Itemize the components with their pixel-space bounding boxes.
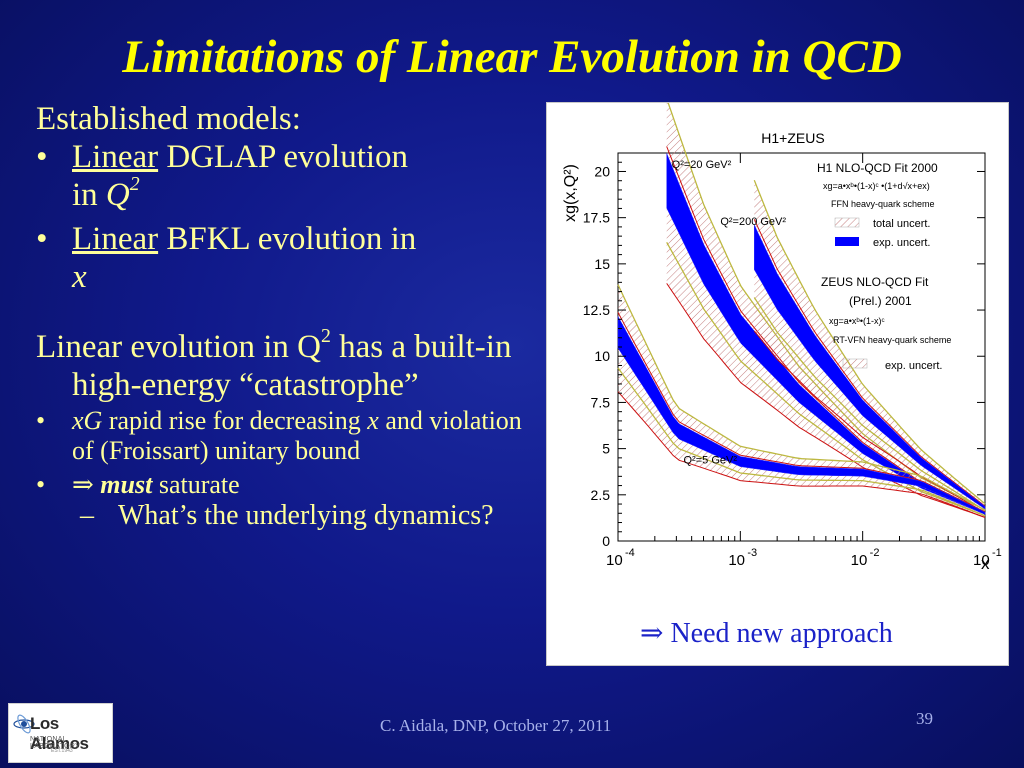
y-tick-label: 0 [602, 533, 610, 549]
slide-title: Limitations of Linear Evolution in QCD [122, 31, 902, 83]
para-sup: 2 [321, 325, 331, 348]
legend-zeus-exp-label: exp. uncert. [885, 360, 942, 372]
chart-title: H1+ZEUS [761, 130, 824, 146]
dash-marker: – [80, 500, 94, 531]
sub-bullet-xg: • xG rapid rise for decreasing x and vio… [36, 406, 536, 466]
lanl-logo: Los Alamos NATIONAL LABORATORY EST.1943 [8, 703, 113, 763]
legend-total-label: total uncert. [873, 218, 930, 230]
legend-exp-label: exp. uncert. [873, 237, 930, 249]
chart-legend: H1 NLO-QCD Fit 2000 xg=a•xᵇ•(1-x)ᶜ •(1+d… [817, 161, 951, 372]
y-tick-label: 15 [594, 256, 610, 272]
h1-upper-curve-1 [753, 179, 986, 505]
sub-x: x [367, 406, 379, 435]
need-new-approach: ⇒ Need new approach [640, 618, 893, 649]
must-text: must [100, 470, 153, 499]
y-tick-label: 20 [594, 163, 610, 179]
saturate-text: saturate [152, 470, 240, 499]
bullet-dot: • [36, 139, 48, 175]
total-uncert-band-1 [754, 180, 985, 513]
sub-xg: xG [72, 406, 103, 435]
h1-upper-curve-2 [617, 284, 986, 511]
x-tick-exponent: -1 [992, 547, 1002, 559]
zeus-upper-curve-2 [617, 312, 986, 513]
zeus-upper-curve-1 [753, 219, 986, 507]
x-tick-exponent: -3 [747, 547, 757, 559]
bullet-dot: • [36, 406, 46, 435]
q2-label-2: Q²=5 GeV² [684, 454, 738, 466]
intro-text: Established models: [36, 101, 301, 137]
total-uncert-band-2 [618, 284, 985, 518]
bullet-dot: • [36, 221, 48, 257]
implies-icon: ⇒ [72, 470, 94, 499]
sub-text: rapid rise for decreasing [102, 406, 368, 435]
legend-zeus-param: xg=a•xᵇ•(1-x)ᶜ [829, 316, 885, 326]
h1-lower-curve-2 [617, 367, 986, 517]
sub-bullet-saturate: • ⇒ must saturate [36, 470, 536, 500]
y-tick-label: 10 [594, 348, 610, 364]
bullet-dglap: • Linear DGLAP evolution in Q2 [36, 138, 536, 214]
footer-citation: C. Aidala, DNP, October 27, 2011 [380, 716, 612, 735]
paragraph-catastrophe: Linear evolution in Q2 has a built-in hi… [36, 325, 536, 404]
var-q: Q [105, 177, 130, 213]
page-number: 39 [916, 709, 933, 728]
legend-zeus-sub: (Prel.) 2001 [849, 294, 912, 308]
exp-uncert-band-1 [754, 224, 986, 510]
y-tick-label: 12.5 [583, 302, 610, 318]
q2-annotations: Q²=20 GeV² Q²=200 GeV² Q²=5 GeV² [672, 159, 787, 467]
logo-line1: Los Alamos [30, 714, 89, 753]
zeus-lower-curve-0 [666, 283, 986, 518]
dash-item: – What’s the underlying dynamics? [36, 500, 536, 531]
legend-h1-param: xg=a•xᵇ•(1-x)ᶜ •(1+d√x+ex) [823, 181, 930, 191]
x-tick-label: 10 [851, 552, 868, 569]
legend-exp-swatch [835, 237, 859, 246]
y-axis-label: xg(x,Q²) [562, 164, 579, 222]
slide-body: Established models: • Linear DGLAP evolu… [36, 100, 536, 531]
bullet-text-2: in [72, 177, 106, 213]
exp-uncert-band-2 [617, 316, 986, 515]
uncertainty-bands [617, 103, 986, 518]
y-tick-label: 7.5 [591, 394, 611, 410]
chart-panel: 0 2.5 5 7.5 10 12.5 15 17.5 20 10 -4 10 -3 10 -2 10 -1 H… [546, 102, 1009, 666]
bullet-dot: • [36, 470, 46, 499]
bullet-linear-1: Linear [72, 139, 159, 175]
sup-2: 2 [129, 173, 140, 196]
q2-label-0: Q²=20 GeV² [672, 159, 732, 171]
legend-zeus-scheme: RT-VFN heavy-quark scheme [833, 335, 951, 345]
legend-zeus-swatch [842, 358, 868, 369]
para-text: Linear evolution in Q [36, 329, 322, 365]
x-tick-label: 10 [973, 552, 990, 569]
zeus-lower-curve-2 [617, 391, 986, 518]
bullet-bfkl: • Linear BFKL evolution in x [36, 220, 536, 296]
logo-line3: EST.1943 [51, 748, 73, 754]
logo-line2: NATIONAL LABORATORY [30, 736, 81, 750]
bullet-text: DGLAP evolution [158, 139, 409, 175]
x-tick-label: 10 [728, 552, 745, 569]
y-tick-label: 2.5 [591, 487, 611, 503]
x-axis-label: x [981, 554, 990, 573]
y-tick-label: 5 [602, 441, 610, 457]
h1-lower-curve-1 [753, 297, 986, 512]
x-tick-exponent: -2 [870, 547, 880, 559]
legend-h1-scheme: FFN heavy-quark scheme [831, 199, 935, 209]
x-tick-exponent: -4 [625, 547, 635, 559]
bullet-linear-2: Linear [72, 221, 159, 257]
var-x: x [72, 259, 87, 295]
sub-text-2: and violation of (Froissart) unitary bou… [72, 406, 522, 465]
y-tick-label: 17.5 [583, 210, 610, 226]
legend-h1-title: H1 NLO-QCD Fit 2000 [817, 161, 938, 175]
q2-label-1: Q²=200 GeV² [720, 216, 786, 228]
para-rest: has a built-in high-energy “catastrophe” [72, 329, 512, 403]
legend-total-swatch [834, 217, 860, 228]
x-tick-label: 10 [606, 552, 623, 569]
atom-icon [13, 714, 35, 734]
dash-text: What’s the underlying dynamics? [118, 500, 494, 531]
legend-zeus-title: ZEUS NLO-QCD Fit [821, 275, 929, 289]
bullet-text: BFKL evolution in [158, 221, 417, 257]
